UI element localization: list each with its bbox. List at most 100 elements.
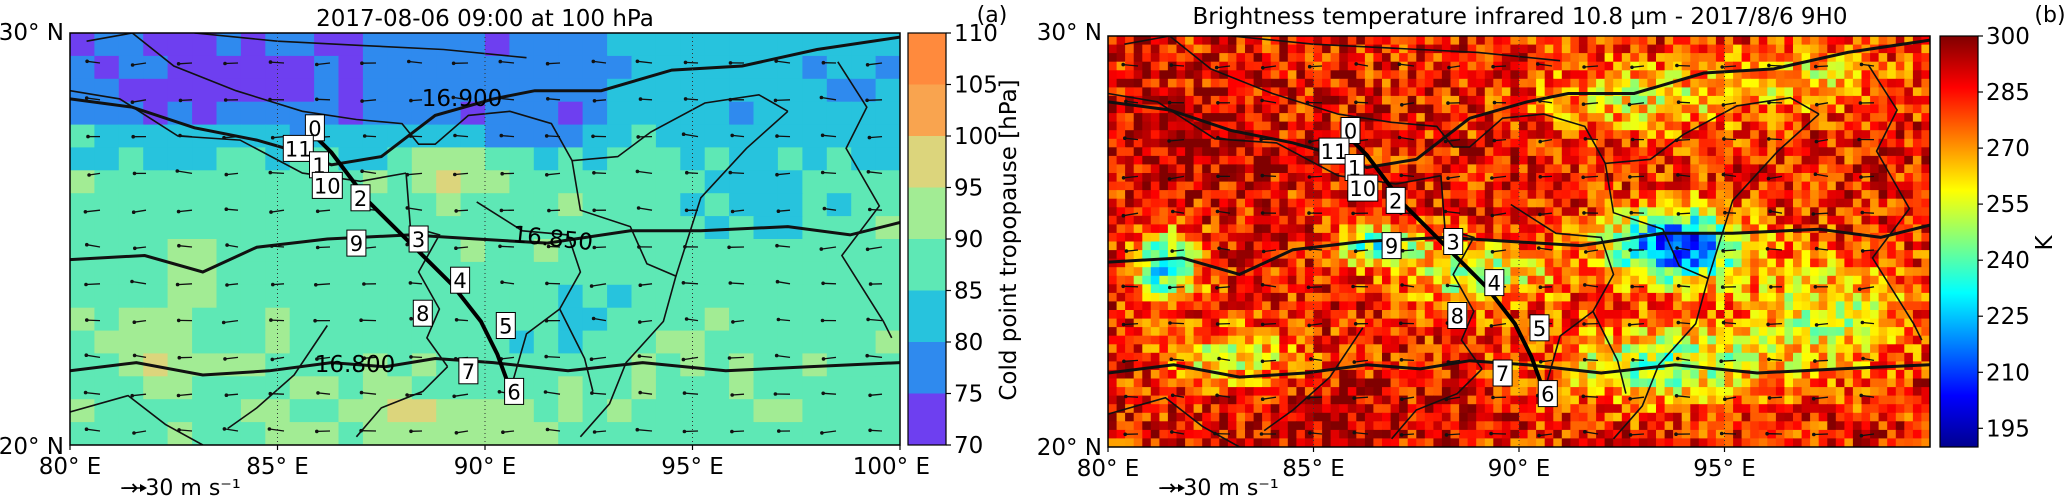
heat-cell [1561, 215, 1571, 225]
heat-cell [1245, 275, 1255, 285]
heat-cell [1613, 327, 1623, 337]
heat-cell [1827, 113, 1837, 123]
heat-cell [485, 284, 511, 309]
heat-cell [1570, 327, 1580, 337]
heat-cell [509, 422, 535, 445]
heat-cell [216, 216, 242, 240]
heat-cell [1638, 121, 1649, 131]
heat-cell [1270, 147, 1280, 157]
heat-cell [1715, 207, 1726, 217]
heat-cell [1296, 78, 1306, 88]
wind-arrow-head [315, 357, 319, 361]
heat-cell [1125, 335, 1135, 345]
heat-cell [1356, 44, 1366, 54]
heat-cell [1767, 121, 1777, 131]
heat-cell [802, 55, 828, 80]
heat-cell [1810, 258, 1820, 268]
heat-cell [1125, 267, 1135, 277]
heat-cell [1219, 241, 1229, 251]
heat-cell [411, 55, 437, 80]
heat-cell [704, 101, 730, 126]
heat-cell [1450, 44, 1460, 54]
heat-cell [1604, 292, 1614, 303]
heat-cell [1656, 335, 1666, 345]
heat-cell [1861, 173, 1871, 183]
heat-cell [1142, 301, 1152, 311]
contour-line [70, 35, 900, 167]
heat-cell [826, 422, 852, 445]
heat-cell [1407, 352, 1417, 362]
wind-arrow [408, 60, 423, 64]
heat-cell [1895, 267, 1905, 277]
wind-arrow-head [776, 317, 781, 322]
heat-cell [1245, 198, 1255, 208]
heat-cell [1330, 378, 1340, 388]
heat-cell [1510, 310, 1520, 320]
heat-cell [1287, 310, 1297, 320]
heat-cell [1185, 250, 1195, 260]
heat-cell [1758, 224, 1768, 234]
heat-cell [1364, 147, 1375, 157]
heat-cell [1150, 44, 1160, 54]
heat-cell [1493, 70, 1503, 80]
wind-arrow [407, 207, 423, 211]
heat-cell [1664, 130, 1674, 140]
heat-cell [1484, 61, 1494, 71]
heat-cell [607, 101, 633, 126]
wind-arrow [224, 428, 239, 432]
heat-cell [1758, 147, 1768, 157]
heat-cell [1895, 344, 1905, 354]
heat-cell [1630, 275, 1640, 285]
heat-cell [875, 330, 900, 355]
heat-cell [1844, 190, 1854, 200]
heat-cell [1895, 138, 1905, 148]
heat-cell [1544, 44, 1554, 54]
heat-cell [1553, 250, 1563, 260]
heat-cell [1895, 95, 1905, 106]
heat-cell [1382, 138, 1392, 148]
heat-cell [1844, 104, 1854, 114]
heat-cell [1536, 224, 1546, 234]
heat-cell [1459, 155, 1469, 166]
heat-cell [1741, 241, 1751, 251]
heat-cell [1895, 113, 1905, 123]
wind-arrow [823, 282, 837, 285]
heat-cell [1621, 190, 1631, 200]
heat-cell [1870, 104, 1880, 114]
heat-cell [1613, 310, 1623, 320]
heat-cell [1125, 378, 1135, 388]
heat-cell [1536, 113, 1546, 123]
heat-cell [1416, 378, 1426, 388]
heat-cell [1484, 327, 1494, 337]
heat-cell [1578, 361, 1589, 371]
heat-cell [1587, 121, 1597, 131]
heat-cell [1253, 207, 1263, 217]
heat-cell [1313, 352, 1323, 362]
wind-arrow-head [592, 208, 596, 213]
heat-cell [1142, 70, 1152, 80]
heat-cell [1604, 284, 1614, 294]
heat-cell [1339, 327, 1349, 337]
heat-cell [1279, 198, 1289, 208]
heat-cell [1227, 173, 1238, 183]
heat-cell [1167, 275, 1178, 285]
heat-cell [1827, 44, 1837, 54]
heat-cell [1304, 44, 1315, 54]
heat-cell [1861, 310, 1871, 320]
heat-cell [1878, 147, 1888, 157]
heat-cell [1801, 361, 1811, 371]
heat-cell [1279, 232, 1289, 243]
heat-cell [1304, 190, 1315, 200]
heat-cell [1613, 53, 1623, 63]
heat-cell [143, 284, 169, 309]
heat-cell [1313, 104, 1323, 114]
heat-cell [1262, 190, 1272, 200]
heat-cell [1227, 87, 1238, 97]
heat-cell [1553, 369, 1563, 380]
heat-cell [1390, 70, 1400, 80]
heat-cell [1133, 250, 1143, 260]
heat-cell [1613, 113, 1623, 123]
heat-cell [1245, 335, 1255, 345]
wind-arrow [732, 209, 745, 213]
heat-cell [1827, 36, 1837, 46]
